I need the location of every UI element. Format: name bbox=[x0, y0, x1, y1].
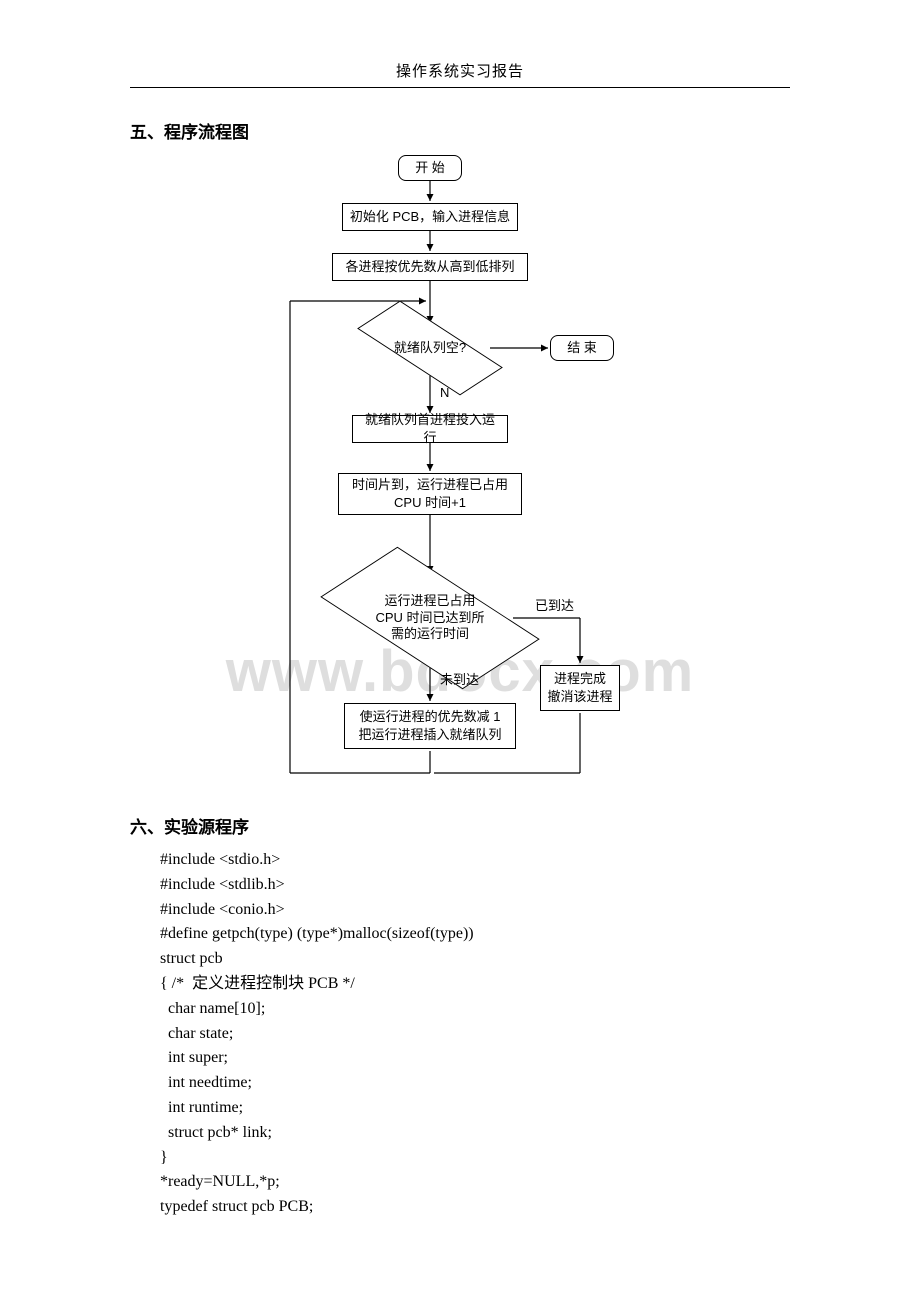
node-dec: 使运行进程的优先数减 1 把运行进程插入就绪队列 bbox=[344, 703, 516, 749]
node-reached-l3: 需的运行时间 bbox=[375, 626, 484, 643]
code-l4: #define getpch(type) (type*)malloc(sizeo… bbox=[160, 925, 474, 942]
node-start: 开 始 bbox=[398, 155, 462, 181]
node-queue-empty: 就绪队列空? bbox=[370, 323, 490, 373]
source-code: #include <stdio.h> #include <stdlib.h> #… bbox=[160, 848, 790, 1220]
code-l7: char name[10]; bbox=[160, 1000, 265, 1017]
node-finish-l1: 进程完成 bbox=[554, 670, 606, 688]
code-l11: int runtime; bbox=[160, 1099, 243, 1116]
code-l14: *ready=NULL,*p; bbox=[160, 1173, 280, 1190]
node-finish: 进程完成 撤消该进程 bbox=[540, 665, 620, 711]
node-tick-l1: 时间片到，运行进程已占用 bbox=[352, 476, 508, 494]
page-header-title: 操作系统实习报告 bbox=[130, 60, 790, 88]
code-l1: #include <stdio.h> bbox=[160, 851, 280, 868]
section5-heading: 五、程序流程图 bbox=[130, 118, 790, 143]
node-reached-l2: CPU 时间已达到所 bbox=[375, 610, 484, 627]
node-init: 初始化 PCB，输入进程信息 bbox=[342, 203, 518, 231]
section6-heading: 六、实验源程序 bbox=[130, 813, 790, 838]
code-l10: int needtime; bbox=[160, 1074, 252, 1091]
node-tick: 时间片到，运行进程已占用 CPU 时间+1 bbox=[338, 473, 522, 515]
edge-label-n: N bbox=[440, 385, 449, 400]
code-l6: { /* 定义进程控制块 PCB */ bbox=[160, 975, 355, 992]
node-reached: 运行进程已占用 CPU 时间已达到所 需的运行时间 bbox=[347, 573, 513, 663]
code-l12: struct pcb* link; bbox=[160, 1124, 272, 1141]
node-dec-l2: 把运行进程插入就绪队列 bbox=[358, 726, 501, 744]
node-sort: 各进程按优先数从高到低排列 bbox=[332, 253, 528, 281]
flowchart-container: www.bdocx.com bbox=[130, 153, 790, 793]
code-l2: #include <stdlib.h> bbox=[160, 876, 285, 893]
code-l13: } bbox=[160, 1149, 168, 1166]
code-l9: int super; bbox=[160, 1049, 228, 1066]
flowchart: www.bdocx.com bbox=[250, 153, 670, 793]
node-run: 就绪队列首进程投入运行 bbox=[352, 415, 508, 443]
code-l3: #include <conio.h> bbox=[160, 901, 285, 918]
code-l15: typedef struct pcb PCB; bbox=[160, 1198, 313, 1215]
node-finish-l2: 撤消该进程 bbox=[547, 688, 612, 706]
code-l8: char state; bbox=[160, 1025, 233, 1042]
node-dec-l1: 使运行进程的优先数减 1 bbox=[360, 708, 501, 726]
code-l5: struct pcb bbox=[160, 950, 223, 967]
node-reached-l1: 运行进程已占用 bbox=[375, 593, 484, 610]
node-reached-text: 运行进程已占用 CPU 时间已达到所 需的运行时间 bbox=[375, 593, 484, 644]
node-tick-l2: CPU 时间+1 bbox=[394, 494, 466, 512]
node-queue-empty-label: 就绪队列空? bbox=[394, 340, 466, 357]
edge-label-notreached: 未到达 bbox=[440, 669, 479, 688]
node-end: 结 束 bbox=[550, 335, 614, 361]
edge-label-reached: 已到达 bbox=[535, 595, 574, 614]
